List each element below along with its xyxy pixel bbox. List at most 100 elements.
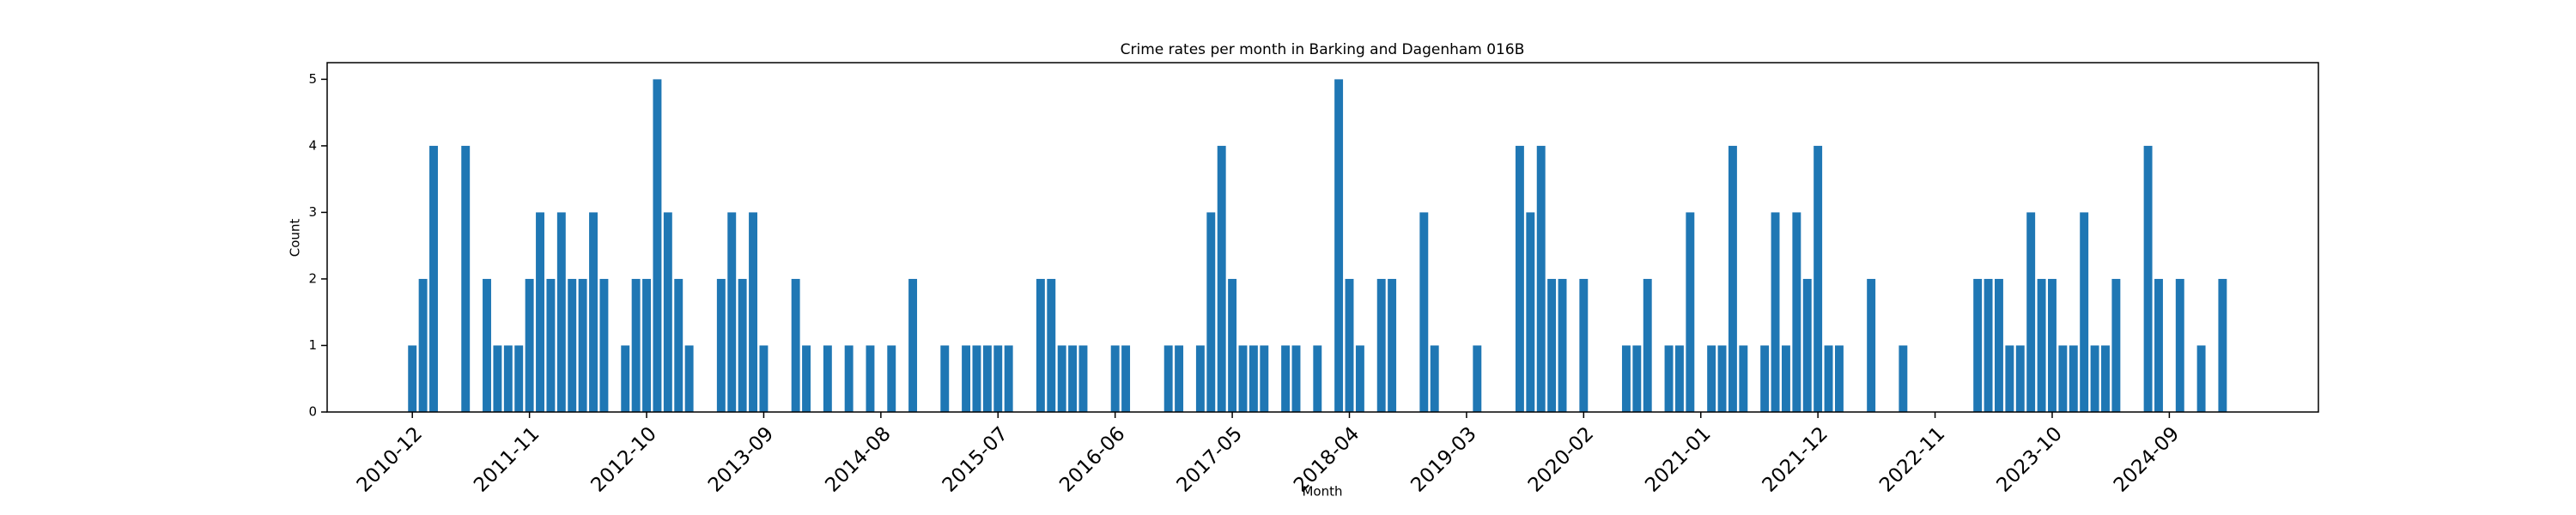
bar <box>1760 345 1770 412</box>
x-tick-label: 2024-09 <box>2110 422 2184 496</box>
bar <box>1632 345 1642 412</box>
x-tick-label: 2020-02 <box>1524 422 1598 496</box>
y-tick-label: 1 <box>308 337 317 353</box>
bar <box>2037 278 2046 412</box>
bar <box>1057 345 1066 412</box>
bar <box>1781 345 1790 412</box>
bar <box>716 278 726 412</box>
bar <box>1419 212 1429 412</box>
y-tick-label: 5 <box>308 71 317 87</box>
bar <box>1036 278 1045 412</box>
bar <box>556 212 566 412</box>
bar <box>940 345 950 412</box>
bar <box>1195 345 1205 412</box>
bar <box>1515 145 1524 412</box>
y-tick-label: 0 <box>308 404 317 420</box>
bar <box>1206 212 1216 412</box>
bar <box>844 345 854 412</box>
bar <box>1814 145 1823 412</box>
bar <box>674 278 683 412</box>
bar <box>2196 345 2206 412</box>
plot-frame <box>326 62 2319 413</box>
bar <box>2218 278 2227 412</box>
bar <box>1121 345 1131 412</box>
bar <box>1674 345 1684 412</box>
bar <box>536 212 544 412</box>
bar <box>759 345 769 412</box>
bar <box>1686 212 1695 412</box>
bar <box>1558 278 1567 412</box>
bar <box>1260 345 1269 412</box>
bar <box>1621 345 1631 412</box>
bar <box>1281 345 1291 412</box>
bar <box>791 278 800 412</box>
bar <box>1355 345 1364 412</box>
bar <box>599 278 609 412</box>
bar <box>1867 278 1876 412</box>
bar <box>1834 345 1844 412</box>
bar <box>1175 345 1184 412</box>
bar <box>727 212 737 412</box>
bar <box>2058 345 2068 412</box>
bar <box>2090 345 2099 412</box>
bar <box>483 278 491 412</box>
bar <box>1430 345 1439 412</box>
x-tick-label: 2019-03 <box>1406 422 1480 496</box>
bar <box>1643 278 1652 412</box>
bar <box>866 345 875 412</box>
bar <box>1707 345 1716 412</box>
bar <box>1249 345 1258 412</box>
x-axis-label: Month <box>1302 484 1342 500</box>
bar <box>1717 345 1727 412</box>
bar <box>1547 278 1557 412</box>
bar <box>2111 278 2121 412</box>
bar <box>1313 345 1322 412</box>
bar <box>1047 278 1056 412</box>
bar <box>1802 278 1812 412</box>
bar <box>642 278 651 412</box>
bar <box>1739 345 1748 412</box>
bar <box>982 345 992 412</box>
bar <box>1376 278 1386 412</box>
x-tick-label: 2013-09 <box>704 422 778 496</box>
bar <box>2143 145 2153 412</box>
bar <box>1004 345 1013 412</box>
bar <box>1473 345 1482 412</box>
bar <box>589 212 598 412</box>
x-tick-label: 2010-12 <box>353 422 427 496</box>
bar <box>2175 278 2184 412</box>
bar <box>2026 212 2036 412</box>
bar <box>2080 212 2089 412</box>
bar <box>418 278 428 412</box>
bar <box>1217 145 1226 412</box>
bar <box>1984 278 1993 412</box>
y-tick-label: 3 <box>308 204 317 220</box>
bar <box>1792 212 1801 412</box>
bar <box>802 345 811 412</box>
bar <box>1899 345 1908 412</box>
x-tick-label: 2012-10 <box>587 422 661 496</box>
bar <box>631 278 641 412</box>
bar <box>653 79 662 412</box>
bar <box>972 345 981 412</box>
bar <box>684 345 694 412</box>
chart-title: Crime rates per month in Barking and Dag… <box>1121 41 1525 58</box>
bar <box>503 345 513 412</box>
bar <box>1995 278 2003 412</box>
bar <box>621 345 630 412</box>
bar <box>2101 345 2110 412</box>
bar <box>1291 345 1301 412</box>
bar <box>2154 278 2163 412</box>
bar <box>568 278 577 412</box>
bar <box>1664 345 1674 412</box>
bar <box>1388 278 1397 412</box>
bar <box>525 278 534 412</box>
y-axis-label: Count <box>288 219 303 258</box>
bar <box>1345 278 1354 412</box>
bar <box>578 278 587 412</box>
x-tick-label: 2017-05 <box>1173 422 1247 496</box>
x-tick-label: 2016-06 <box>1055 422 1129 496</box>
bar <box>2048 278 2057 412</box>
bar <box>749 212 758 412</box>
bar <box>1526 212 1535 412</box>
